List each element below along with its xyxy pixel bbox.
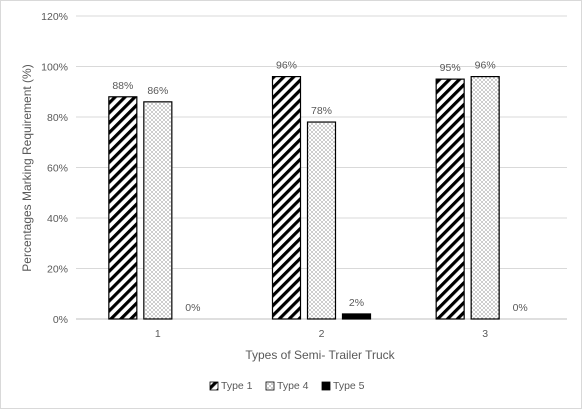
legend-swatch <box>265 381 275 391</box>
data-label: 96% <box>475 60 496 72</box>
data-label: 2% <box>349 297 364 309</box>
legend-swatch <box>209 381 219 391</box>
data-label: 0% <box>513 302 528 314</box>
x-axis-title: Types of Semi- Trailer Truck <box>245 348 395 362</box>
bar <box>271 75 302 320</box>
data-labels: 88% 86% 0% 96% 78% 2% 95% 96% 0% <box>112 60 527 314</box>
axes: 0% 20% 40% 60% 80% 100% 120% 1 2 3 <box>41 11 488 340</box>
y-tick-label: 20% <box>47 264 68 276</box>
bar <box>306 121 337 320</box>
x-tick-label: 3 <box>482 328 488 340</box>
legend-swatch <box>321 381 331 391</box>
legend-label: Type 5 <box>333 380 365 392</box>
data-label: 0% <box>185 302 200 314</box>
y-tick-label: 120% <box>41 11 68 23</box>
bar <box>470 75 500 320</box>
data-label: 88% <box>112 80 133 92</box>
legend: Type 1 Type 4 Type 5 <box>209 380 365 392</box>
bar <box>341 313 372 320</box>
x-tick-label: 2 <box>319 328 325 340</box>
y-tick-label: 0% <box>53 314 68 326</box>
y-tick-label: 100% <box>41 62 68 74</box>
bar <box>143 101 173 320</box>
legend-label: Type 1 <box>221 380 253 392</box>
bar <box>435 78 465 320</box>
y-axis-title: Percentages Marking Requirement (%) <box>20 64 34 271</box>
bar <box>108 96 138 320</box>
y-tick-label: 60% <box>47 163 68 175</box>
x-tick-label: 1 <box>155 328 161 340</box>
data-label: 86% <box>147 85 168 97</box>
data-label: 78% <box>311 105 332 117</box>
legend-label: Type 4 <box>277 380 309 392</box>
y-tick-label: 80% <box>47 112 68 124</box>
bars <box>108 75 500 320</box>
data-label: 96% <box>276 60 297 72</box>
y-tick-label: 40% <box>47 213 68 225</box>
data-label: 95% <box>440 62 461 74</box>
